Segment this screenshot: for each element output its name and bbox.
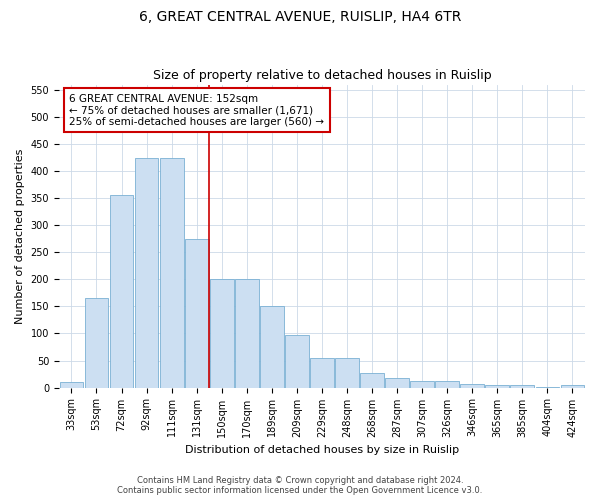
Bar (511, 386, 534, 388)
Bar (335, 358, 359, 388)
Bar (210, 280, 233, 388)
Bar (560, 386, 584, 388)
Bar (285, 335, 309, 388)
Bar (460, 384, 484, 388)
Bar (235, 280, 259, 388)
Title: Size of property relative to detached houses in Ruislip: Size of property relative to detached ho… (152, 69, 491, 82)
Bar (134, 158, 158, 388)
Bar (260, 306, 284, 388)
Bar (59, 382, 83, 388)
Bar (436, 381, 459, 388)
X-axis label: Distribution of detached houses by size in Ruislip: Distribution of detached houses by size … (185, 445, 459, 455)
Bar (310, 358, 334, 388)
Y-axis label: Number of detached properties: Number of detached properties (15, 148, 25, 324)
Bar (110, 196, 133, 388)
Bar (160, 158, 184, 388)
Bar (485, 386, 509, 388)
Bar (185, 239, 209, 388)
Bar (385, 378, 409, 388)
Bar (360, 373, 384, 388)
Bar (85, 298, 109, 388)
Bar (536, 387, 559, 388)
Bar (410, 381, 434, 388)
Text: 6, GREAT CENTRAL AVENUE, RUISLIP, HA4 6TR: 6, GREAT CENTRAL AVENUE, RUISLIP, HA4 6T… (139, 10, 461, 24)
Text: Contains HM Land Registry data © Crown copyright and database right 2024.
Contai: Contains HM Land Registry data © Crown c… (118, 476, 482, 495)
Text: 6 GREAT CENTRAL AVENUE: 152sqm
← 75% of detached houses are smaller (1,671)
25% : 6 GREAT CENTRAL AVENUE: 152sqm ← 75% of … (70, 94, 325, 127)
